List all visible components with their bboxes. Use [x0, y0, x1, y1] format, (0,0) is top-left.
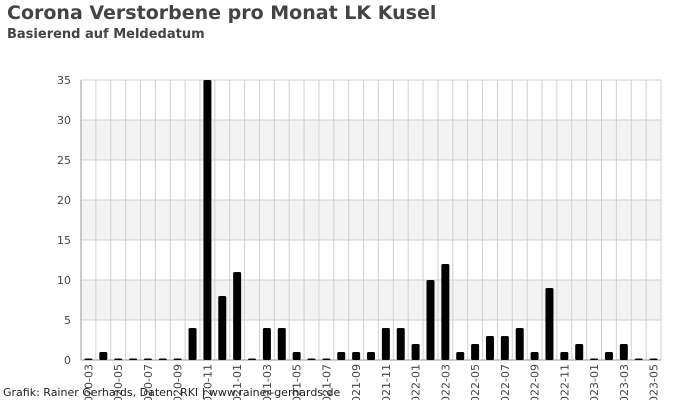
x-tick-label: 2022-11 — [558, 364, 571, 400]
x-tick-label: 2020-09 — [172, 364, 185, 400]
bar-2021-09 — [352, 352, 361, 360]
x-tick-label: 2020-07 — [142, 364, 155, 400]
y-tick-label: 25 — [57, 154, 71, 167]
x-tick-label: 2021-09 — [350, 364, 363, 400]
bar-2022-10 — [545, 288, 554, 360]
y-tick-label: 30 — [57, 114, 71, 127]
bar-2020-05 — [114, 358, 123, 360]
x-tick-label: 2022-03 — [439, 364, 452, 400]
bar-2022-07 — [500, 336, 509, 360]
bar-2022-04 — [456, 352, 465, 360]
bar-2020-12 — [218, 296, 227, 360]
grid-band — [81, 120, 661, 160]
y-tick-label: 5 — [64, 314, 71, 327]
bar-2023-04 — [634, 358, 643, 360]
bar-2021-05 — [292, 352, 301, 360]
bar-2023-05 — [649, 358, 658, 360]
bar-2022-09 — [530, 352, 539, 360]
bar-2020-10 — [188, 328, 197, 360]
bar-2022-11 — [560, 352, 569, 360]
y-tick-labels: 0 5 10 15 20 25 30 35 — [57, 74, 71, 367]
chart-subtitle: Basierend auf Meldedatum — [7, 27, 205, 42]
bar-2023-01 — [590, 358, 599, 360]
y-tick-label: 20 — [57, 194, 71, 207]
bar-2021-10 — [367, 352, 375, 360]
bar-2023-03 — [619, 344, 628, 360]
bar-2022-03 — [441, 264, 450, 360]
bar-2020-08 — [158, 358, 167, 360]
grid-bands — [81, 120, 661, 320]
bar-2021-08 — [337, 352, 346, 360]
x-tick-label: 2023-01 — [588, 364, 601, 400]
bar-2022-12 — [575, 344, 584, 360]
x-tick-label: 2022-05 — [469, 364, 482, 400]
x-tick-label: 2021-01 — [231, 364, 244, 400]
grid-band — [81, 200, 661, 240]
x-tick-label: 2021-07 — [320, 364, 333, 400]
x-tick-label: 2021-05 — [291, 364, 304, 400]
bar-2021-04 — [277, 328, 286, 360]
x-tick-label: 2020-11 — [201, 364, 214, 400]
x-tick-label: 2021-11 — [380, 364, 393, 400]
bar-2020-06 — [129, 358, 138, 360]
y-tick-label: 35 — [57, 74, 71, 87]
bar-2021-07 — [322, 358, 331, 360]
x-tick-label: 2022-07 — [499, 364, 512, 400]
x-tick-labels: 2020-03 2020-05 2020-07 2020-09 2020-11 2021-… — [82, 364, 660, 400]
y-tick-label: 15 — [57, 234, 71, 247]
bar-2021-03 — [262, 328, 271, 360]
x-tick-label: 2023-05 — [648, 364, 661, 400]
bar-2022-08 — [515, 328, 524, 360]
horizontal-gridlines — [81, 79, 661, 361]
bar-2023-02 — [604, 352, 613, 360]
bar-2021-02 — [248, 358, 257, 360]
x-tick-label: 2022-01 — [410, 364, 423, 400]
x-tick-label: 2020-03 — [82, 364, 95, 400]
bar-2022-05 — [471, 344, 480, 360]
bar-2021-01 — [233, 272, 242, 360]
x-tick-label: 2021-03 — [261, 364, 274, 400]
x-tick-label: 2022-09 — [529, 364, 542, 400]
chart-title: Corona Verstorbene pro Monat LK Kusel — [7, 2, 437, 24]
x-tick-label: 2020-05 — [112, 364, 125, 400]
y-tick-label: 0 — [64, 354, 71, 367]
bar-2021-11 — [381, 328, 390, 360]
bar-2022-06 — [485, 336, 494, 360]
bar-2022-02 — [426, 280, 435, 360]
bar-2021-06 — [307, 358, 316, 360]
vertical-gridlines — [80, 80, 662, 360]
bar-2020-07 — [143, 358, 152, 360]
bar-2022-01 — [411, 344, 420, 360]
bar-2020-03 — [84, 358, 93, 360]
bar-2020-04 — [99, 352, 108, 360]
bar-2021-12 — [396, 328, 405, 360]
bar-2020-09 — [173, 358, 182, 360]
bar-2020-11 — [203, 80, 212, 360]
grid-band — [81, 280, 661, 320]
bars — [84, 80, 658, 360]
footer-credit: Grafik: Rainer Gerhards, Daten: RKI | ww… — [3, 386, 341, 399]
y-tick-label: 10 — [57, 274, 71, 287]
x-tick-label: 2023-03 — [618, 364, 631, 400]
